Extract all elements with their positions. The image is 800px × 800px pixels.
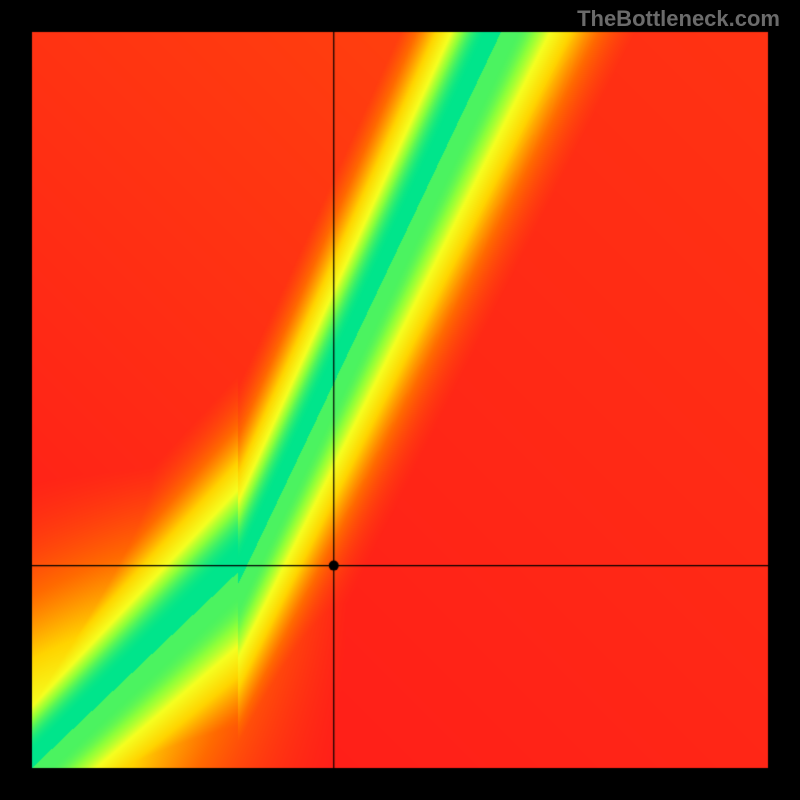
watermark-text: TheBottleneck.com [577, 6, 780, 32]
bottleneck-heatmap [0, 0, 800, 800]
